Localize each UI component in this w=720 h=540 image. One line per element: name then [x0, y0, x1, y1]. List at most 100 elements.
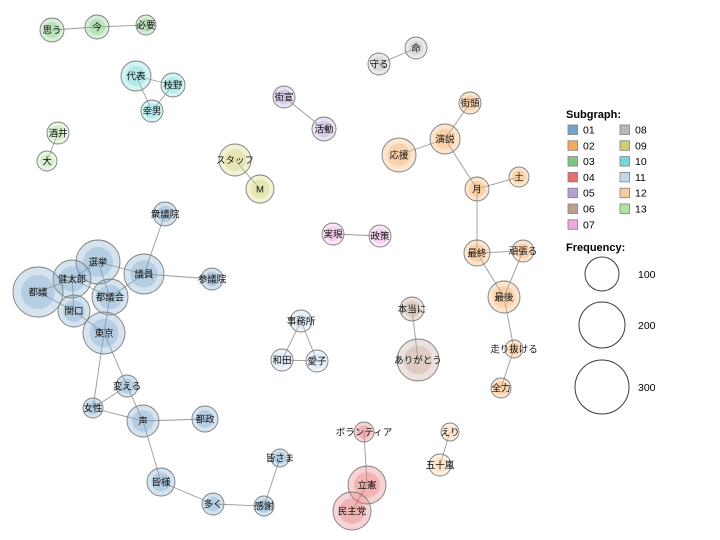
node-label-街宣: 街宣 — [274, 91, 293, 103]
edge-ボランティア-立憲 — [363, 431, 368, 486]
node-必要: 必要 — [135, 14, 157, 36]
node-民主党: 民主党 — [332, 491, 372, 531]
node-参議院: 参議院 — [198, 267, 227, 291]
legend-frequency-label-200: 200 — [638, 320, 656, 332]
node-思う: 思う — [39, 17, 65, 43]
node-label-五十嵐: 五十嵐 — [426, 459, 455, 471]
node-酒井: 酒井 — [46, 121, 70, 145]
node-label-本当に: 本当に — [398, 303, 427, 315]
node-label-M: M — [256, 184, 264, 195]
node-街頭: 街頭 — [458, 91, 482, 115]
subgraph-legend-title: Subgraph: — [566, 109, 621, 121]
legend-subgraph-11: 11 — [619, 172, 646, 184]
node-label-走り抜ける: 走り抜ける — [490, 343, 538, 355]
node-和田: 和田 — [270, 348, 294, 372]
legend-layer: Subgraph: 01 02 03 04 05 06 07 08 09 10 11 12 13 Fre… — [566, 109, 656, 415]
node-立憲: 立憲 — [347, 465, 387, 505]
node-label-選挙: 選挙 — [88, 256, 108, 268]
legend-frequency-label-300: 300 — [638, 382, 656, 394]
edge-事務所-愛子 — [300, 320, 318, 362]
legend-subgraph-label-10: 10 — [635, 156, 647, 168]
node-label-女性: 女性 — [83, 402, 103, 414]
legend-subgraph-label-04: 04 — [583, 172, 595, 184]
node-女性: 女性 — [82, 397, 104, 419]
edge-枝野-幸男 — [151, 84, 174, 112]
edge-選挙-議員 — [97, 261, 145, 275]
edge-都議-関口 — [37, 291, 75, 312]
node-label-参議院: 参議院 — [198, 273, 227, 285]
node-label-愛子: 愛子 — [307, 355, 327, 367]
node-label-関口: 関口 — [64, 306, 83, 317]
legend-subgraph-label-08: 08 — [635, 125, 647, 137]
node-label-都政: 都政 — [195, 413, 215, 425]
node-最終: 最終 — [463, 239, 491, 267]
node-枝野: 枝野 — [160, 72, 186, 98]
node-label-都議: 都議 — [28, 286, 48, 298]
legend-subgraph-label-05: 05 — [583, 188, 595, 200]
node-守る: 守る — [367, 52, 391, 76]
node-代表: 代表 — [120, 60, 152, 92]
node-label-応援: 応援 — [389, 149, 409, 161]
node-都政: 都政 — [191, 405, 219, 433]
legend-frequency-label-100: 100 — [638, 269, 656, 281]
node-都議: 都議 — [12, 266, 64, 318]
node-全力: 全力 — [490, 377, 512, 399]
node-えり: えり — [440, 422, 460, 442]
legend-subgraph-13: 13 — [619, 204, 647, 216]
edge-実現-政策 — [332, 233, 381, 237]
legend-subgraph-07: 07 — [567, 219, 595, 231]
node-今: 今 — [84, 14, 110, 40]
edge-スタッフ-M — [234, 159, 261, 190]
node-label-実現: 実現 — [323, 228, 343, 240]
node-東京: 東京 — [82, 311, 126, 355]
edge-多く-感謝 — [212, 503, 265, 507]
edge-月-土 — [476, 176, 520, 190]
legend-subgraph-label-11: 11 — [635, 172, 646, 184]
legend-subgraph-label-09: 09 — [635, 140, 647, 152]
edge-街頭-演説 — [444, 102, 471, 140]
node-多く: 多く — [201, 492, 225, 516]
edge-健太郎-都議会 — [71, 278, 111, 298]
node-走り抜ける: 走り抜ける — [490, 339, 538, 359]
node-声: 声 — [126, 404, 160, 438]
edge-事務所-和田 — [281, 320, 302, 361]
edge-演説-応援 — [398, 138, 446, 156]
edge-演説-月 — [444, 138, 478, 190]
edge-議員-都議会 — [109, 273, 145, 298]
node-label-活動: 活動 — [314, 123, 333, 135]
node-label-事務所: 事務所 — [287, 315, 316, 327]
edge-えり-五十嵐 — [439, 431, 451, 466]
node-label-えり: えり — [440, 427, 459, 438]
edge-東京-女性 — [92, 332, 105, 409]
edge-変える-女性 — [92, 385, 128, 409]
edges-layer — [37, 24, 524, 512]
node-label-健太郎: 健太郎 — [58, 273, 87, 285]
edge-選挙-都議会 — [97, 261, 111, 298]
legend-subgraph-01: 01 — [567, 125, 595, 137]
node-label-最終: 最終 — [467, 247, 487, 259]
node-label-月: 月 — [472, 184, 482, 195]
edge-思う-今 — [51, 26, 98, 31]
edge-皆様-多く — [160, 481, 214, 505]
node-label-声: 声 — [138, 415, 148, 427]
node-変える: 変える — [113, 374, 141, 398]
edge-最終-頑張る — [476, 250, 524, 254]
node-ありがとう: ありがとう — [394, 338, 442, 382]
legend-subgraph-label-07: 07 — [583, 219, 595, 231]
legend-subgraph-label-12: 12 — [635, 188, 647, 200]
legend-subgraph-12: 12 — [619, 188, 647, 200]
node-幸男: 幸男 — [140, 99, 164, 123]
edge-街宣-活動 — [283, 96, 325, 130]
node-label-代表: 代表 — [126, 70, 146, 82]
edge-感謝-皆さま — [263, 457, 281, 507]
node-label-衆議院: 衆議院 — [151, 208, 180, 220]
node-label-スタッフ: スタッフ — [216, 155, 254, 166]
node-label-守る: 守る — [369, 58, 388, 70]
node-label-思う: 思う — [42, 25, 61, 36]
node-議員: 議員 — [123, 253, 165, 295]
edge-代表-幸男 — [135, 75, 153, 112]
node-応援: 応援 — [381, 137, 417, 173]
edge-健太郎-都議 — [37, 278, 73, 293]
